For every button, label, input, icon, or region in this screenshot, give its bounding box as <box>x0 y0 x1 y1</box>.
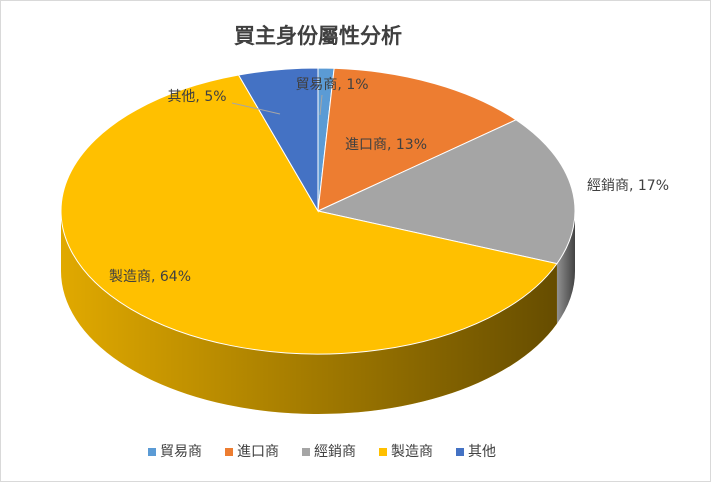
pie-slice <box>317 67 518 212</box>
legend-swatch <box>302 448 310 456</box>
data-label: 製造商, 64% <box>109 269 191 285</box>
legend-label: 其他 <box>468 444 496 460</box>
legend-swatch <box>225 448 233 456</box>
pie-slice <box>60 74 558 355</box>
chart-title: 買主身份屬性分析 <box>234 24 402 48</box>
leader-line <box>319 94 323 116</box>
pie-side-shade <box>61 211 557 415</box>
data-label: 經銷商, 17% <box>587 178 669 194</box>
legend-label: 經銷商 <box>314 444 356 460</box>
legend-swatch <box>456 448 464 456</box>
legend-swatch <box>379 448 387 456</box>
leader-line <box>231 102 281 115</box>
data-label: 進口商, 13% <box>345 137 427 153</box>
pie-slice <box>237 67 319 213</box>
legend-swatch <box>148 448 156 456</box>
pie-slice <box>316 119 576 265</box>
legend-label: 進口商 <box>237 444 279 460</box>
data-label: 貿易商, 1% <box>295 77 368 93</box>
legend-label: 製造商 <box>391 444 433 460</box>
legend-label: 貿易商 <box>160 444 202 460</box>
data-label: 其他, 5% <box>167 89 226 105</box>
